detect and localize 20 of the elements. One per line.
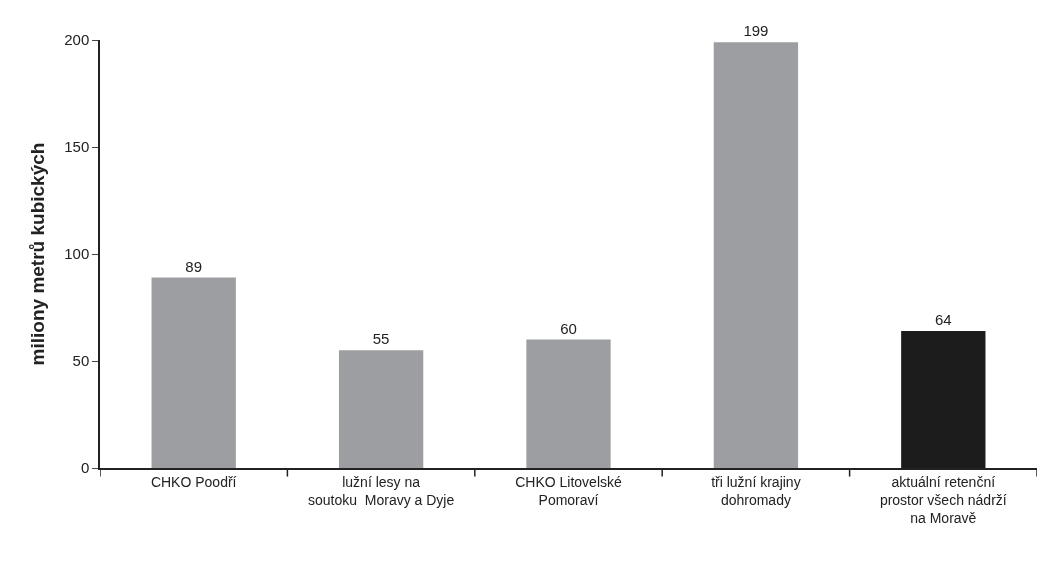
x-tick-label: aktuální retenční prostor všech nádrží na Moravě <box>879 473 1007 526</box>
y-tick-label: 50 <box>72 352 90 370</box>
bar <box>338 350 424 468</box>
x-tick-label: CHKO Litovelské Pomoraví <box>515 473 623 508</box>
bar <box>713 42 799 468</box>
x-tick-label: lužní lesy na soutoku Moravy a Dyje <box>307 473 455 508</box>
data-label: 64 <box>934 311 952 329</box>
data-label: 89 <box>185 257 203 275</box>
x-tick-label: CHKO Poodří <box>150 473 237 490</box>
y-tick-label: 200 <box>64 31 90 49</box>
bar <box>526 339 611 468</box>
data-label: 55 <box>372 330 390 348</box>
data-label: 60 <box>560 319 577 337</box>
y-tick-label: 150 <box>64 138 90 156</box>
y-tick-label: 0 <box>80 459 90 477</box>
bar <box>151 277 236 468</box>
x-tick-label: tři lužní krajiny dohromady <box>711 473 801 508</box>
y-axis-title: miliony metrů kubických <box>26 142 48 366</box>
y-tick-label: 100 <box>64 245 90 263</box>
data-label: 199 <box>743 22 769 40</box>
